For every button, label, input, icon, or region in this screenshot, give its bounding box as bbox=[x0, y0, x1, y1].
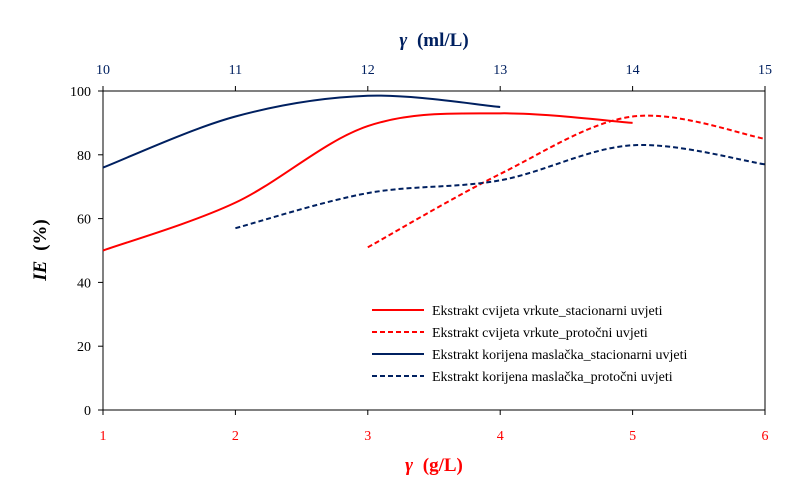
x-top-tick-label: 12 bbox=[361, 63, 375, 78]
x-bottom-tick-label: 5 bbox=[629, 429, 636, 444]
x-top-tick-label: 14 bbox=[626, 63, 640, 78]
series-line-2 bbox=[367, 114, 766, 249]
x-top-tick-label: 15 bbox=[758, 63, 772, 78]
y-tick-label: 40 bbox=[77, 276, 91, 291]
legend: Ekstrakt cvijeta vrkute_stacionarni uvje… bbox=[372, 304, 688, 385]
y-tick-label: 60 bbox=[77, 213, 91, 228]
x-axis-bottom-title: γ (g/L) bbox=[405, 455, 463, 476]
x-bottom-tick-label: 6 bbox=[762, 429, 769, 444]
series-line-3 bbox=[102, 94, 501, 169]
y-axis-title: IE (%) bbox=[30, 219, 51, 281]
legend-label-2: Ekstrakt cvijeta vrkute_protočni uvjeti bbox=[432, 326, 648, 341]
legend-label-1: Ekstrakt cvijeta vrkute_stacionarni uvje… bbox=[432, 304, 663, 319]
x-top-tick-label: 13 bbox=[493, 63, 507, 78]
x-bottom-tick-label: 2 bbox=[232, 429, 239, 444]
legend-label-3: Ekstrakt korijena maslačka_stacionarni u… bbox=[432, 348, 688, 363]
series-lines bbox=[102, 94, 766, 252]
y-axis: 0 20 40 60 80 100 bbox=[70, 85, 103, 419]
x-top-tick-label: 10 bbox=[96, 63, 110, 78]
x-axis-top: 10 11 12 13 14 15 bbox=[96, 63, 772, 91]
series-line-1 bbox=[102, 112, 633, 252]
legend-label-4: Ekstrakt korijena maslačka_protočni uvje… bbox=[432, 370, 673, 385]
y-tick-label: 80 bbox=[77, 149, 91, 164]
x-bottom-tick-label: 4 bbox=[497, 429, 504, 444]
x-axis-bottom: 1 2 3 4 5 6 bbox=[100, 410, 769, 444]
x-axis-top-title: γ (ml/L) bbox=[399, 30, 468, 51]
series-line-4 bbox=[235, 143, 766, 230]
y-tick-label: 20 bbox=[77, 340, 91, 355]
x-bottom-tick-label: 1 bbox=[100, 429, 107, 444]
x-bottom-tick-label: 3 bbox=[364, 429, 371, 444]
y-tick-label: 0 bbox=[84, 404, 91, 419]
x-top-tick-label: 11 bbox=[229, 63, 242, 78]
y-tick-label: 100 bbox=[70, 85, 91, 100]
